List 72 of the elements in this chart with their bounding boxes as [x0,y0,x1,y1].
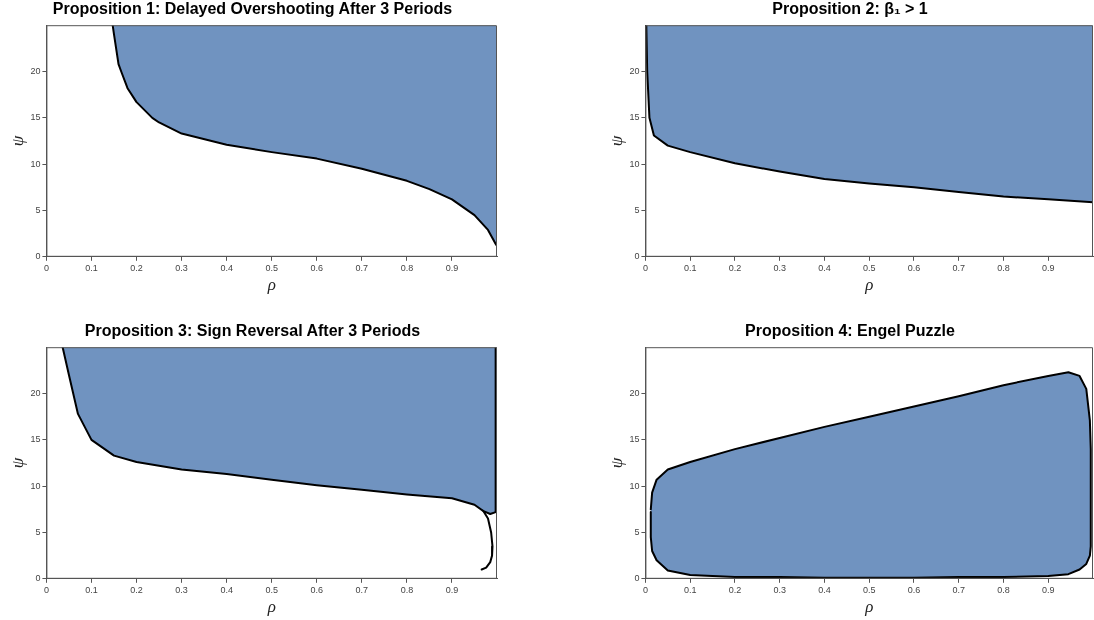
y-tick-label: 15 [629,112,640,123]
y-axis-title: ψ [7,135,27,147]
x-axis-title: ρ [266,597,276,617]
x-tick-label: 0.7 [355,262,369,273]
y-tick-label: 10 [629,158,640,169]
x-tick-label: 0.4 [220,584,233,595]
x-tick-label: 0.8 [997,584,1010,595]
x-tick-label: 0.9 [1041,584,1055,595]
y-axis-title: ψ [7,457,27,469]
y-tick-label: 20 [30,388,41,398]
x-tick-label: 0 [642,262,648,273]
x-tick-label: 0.9 [1041,262,1055,273]
x-tick-label: 0.8 [400,262,414,273]
x-tick-label: 0.2 [130,262,143,273]
x-tick-label: 0.6 [907,584,921,595]
x-tick-label: 0.6 [310,262,324,273]
y-tick-label: 15 [629,434,640,445]
x-tick-label: 0 [642,584,648,595]
x-axis-title: ρ [864,275,874,295]
y-tick-label: 0 [634,573,640,584]
y-tick-label: 0 [634,251,640,262]
x-tick-label: 0.2 [728,262,742,273]
x-tick-label: 0.2 [728,584,742,595]
x-tick-label: 0.1 [683,262,697,273]
y-tick-label: 10 [629,480,640,491]
x-tick-label: 0.9 [445,262,459,273]
x-axis-title: ρ [266,275,276,295]
x-tick-label: 0.4 [220,262,233,273]
y-tick-label: 15 [30,112,41,123]
chart-title: Proposition 2: β₁ > 1 [772,0,928,18]
x-tick-label: 0 [43,262,49,273]
y-tick-label: 10 [30,480,41,491]
chart-title: Proposition 1: Delayed Overshooting After 3 Periods [52,0,453,18]
chart-title: Proposition 3: Sign Reversal After 3 Periods [84,322,421,340]
y-tick-label: 10 [30,158,41,169]
y-axis-title: ψ [606,135,626,147]
y-axis-title: ψ [606,457,626,469]
x-tick-label: 0.2 [130,584,143,595]
x-tick-label: 0.1 [683,584,697,595]
x-tick-label: 0.5 [862,584,876,595]
y-tick-label: 20 [629,66,640,76]
x-tick-label: 0.5 [862,262,876,273]
y-tick-label: 20 [30,66,41,76]
chart-title: Proposition 4: Engel Puzzle [745,322,955,340]
x-tick-label: 0.1 [85,584,98,595]
x-tick-label: 0.6 [310,584,324,595]
x-tick-label: 0.3 [773,262,786,273]
y-tick-label: 5 [634,204,640,215]
y-tick-label: 20 [629,388,640,398]
x-tick-label: 0.3 [175,584,188,595]
x-tick-label: 0.4 [818,584,831,595]
y-tick-label: 5 [634,526,640,537]
x-tick-label: 0.4 [818,262,831,273]
y-tick-label: 0 [35,251,41,262]
x-tick-label: 0.8 [997,262,1010,273]
x-tick-label: 0.7 [952,584,965,595]
x-tick-label: 0.9 [445,584,459,595]
x-tick-label: 0.5 [265,584,278,595]
x-tick-label: 0.1 [85,262,98,273]
x-tick-label: 0.8 [400,584,414,595]
y-tick-label: 5 [35,204,41,215]
x-tick-label: 0.6 [907,262,921,273]
x-tick-label: 0.5 [265,262,278,273]
x-axis-title: ρ [864,597,874,617]
x-tick-label: 0.3 [773,584,786,595]
y-tick-label: 15 [30,434,41,445]
x-tick-label: 0.7 [952,262,965,273]
x-tick-label: 0 [43,584,49,595]
y-tick-label: 0 [35,573,41,584]
x-tick-label: 0.3 [175,262,188,273]
x-tick-label: 0.7 [355,584,369,595]
y-tick-label: 5 [35,526,41,537]
